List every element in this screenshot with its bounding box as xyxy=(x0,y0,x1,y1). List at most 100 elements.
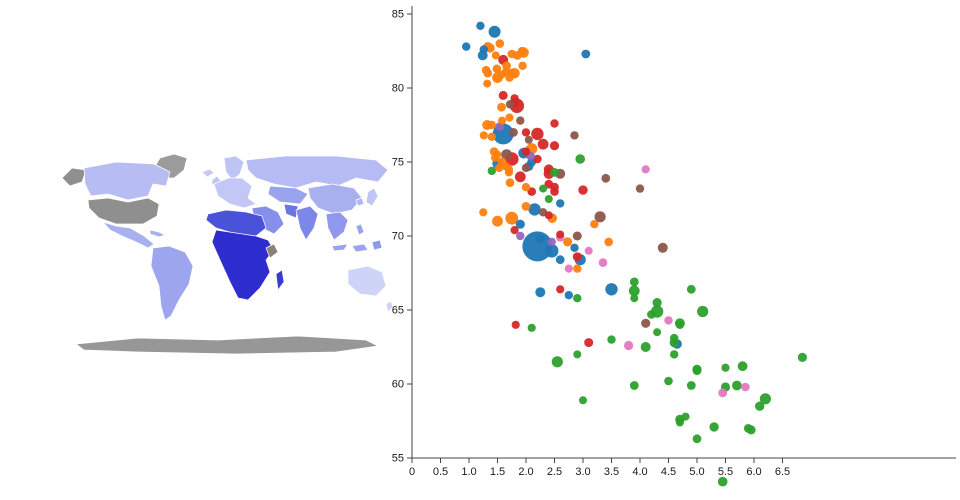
map-region-europe xyxy=(213,177,257,209)
data-point xyxy=(697,305,709,318)
data-point xyxy=(647,310,656,319)
x-tick-label: 1.0 xyxy=(461,466,476,478)
data-point xyxy=(521,163,531,173)
data-point xyxy=(505,113,514,122)
map-region-india xyxy=(295,205,319,241)
data-point xyxy=(518,61,527,70)
data-point xyxy=(590,220,599,229)
data-point xyxy=(570,243,579,252)
data-point xyxy=(759,393,771,405)
map-region-scandinavia xyxy=(223,155,245,181)
map-region-russia xyxy=(245,155,389,189)
x-tick-label: 2.5 xyxy=(547,466,562,478)
x-tick-label: 4.0 xyxy=(632,466,647,478)
x-tick-label: 3.0 xyxy=(575,466,590,478)
data-point xyxy=(533,154,542,164)
map-region-sub-saharan-africa xyxy=(211,229,275,301)
data-point xyxy=(479,131,488,140)
data-point xyxy=(572,231,582,241)
data-point xyxy=(510,226,519,235)
data-point xyxy=(692,366,702,376)
data-point xyxy=(492,64,502,74)
world-map-panel xyxy=(58,150,394,364)
x-tick-label: 0 xyxy=(409,466,415,478)
data-point xyxy=(573,264,582,273)
data-point xyxy=(670,333,679,343)
data-point xyxy=(550,187,559,196)
x-tick-label: 6.5 xyxy=(775,466,790,478)
map-region-caribbean xyxy=(149,229,166,238)
data-point xyxy=(675,320,685,329)
map-region-indonesia-east xyxy=(351,243,369,253)
y-tick-label: 80 xyxy=(392,83,404,95)
data-point xyxy=(521,147,531,156)
data-point xyxy=(505,100,515,109)
data-point xyxy=(594,211,606,223)
data-point xyxy=(531,127,544,141)
data-point xyxy=(509,127,518,137)
data-point xyxy=(556,199,565,208)
data-point xyxy=(497,70,506,79)
data-point xyxy=(601,173,611,183)
data-point xyxy=(488,25,501,38)
data-point xyxy=(718,388,728,398)
data-point xyxy=(556,230,565,239)
map-region-southeast-asia xyxy=(325,211,349,241)
data-point xyxy=(498,90,508,100)
data-point xyxy=(479,45,488,54)
data-point xyxy=(550,119,559,128)
data-point xyxy=(737,361,748,372)
data-point xyxy=(527,187,536,196)
y-tick-label: 85 xyxy=(392,9,404,21)
x-tick-label: 4.5 xyxy=(661,466,676,478)
data-point xyxy=(629,381,639,390)
data-point xyxy=(629,277,639,287)
data-point xyxy=(573,350,582,359)
map-region-indonesia-west xyxy=(331,243,349,252)
y-tick-label: 75 xyxy=(392,157,404,169)
data-point xyxy=(501,149,512,161)
map-region-north-africa xyxy=(205,209,267,237)
data-point xyxy=(717,476,728,487)
x-tick-label: 0.5 xyxy=(433,466,448,478)
data-point xyxy=(741,382,750,392)
map-region-japan xyxy=(365,187,379,207)
data-point xyxy=(497,102,506,112)
y-tick-label: 65 xyxy=(392,305,404,317)
data-point xyxy=(524,135,533,144)
data-point xyxy=(573,294,582,303)
data-point xyxy=(511,320,520,329)
data-point xyxy=(628,285,640,297)
world-map xyxy=(61,153,394,355)
map-region-pakistan xyxy=(283,203,299,219)
x-tick-label: 5.5 xyxy=(718,466,733,478)
data-point xyxy=(675,418,684,427)
data-point xyxy=(535,287,546,298)
data-point xyxy=(556,285,565,294)
data-point xyxy=(483,68,493,78)
map-region-china xyxy=(307,183,363,215)
data-point xyxy=(605,283,618,296)
data-point xyxy=(516,231,525,241)
data-point xyxy=(537,138,549,150)
y-tick-label: 60 xyxy=(392,379,404,391)
data-point xyxy=(630,294,639,303)
data-point xyxy=(653,328,662,337)
data-point xyxy=(539,184,548,193)
data-point xyxy=(578,185,588,195)
data-point xyxy=(570,131,579,140)
y-tick-label: 55 xyxy=(392,453,404,465)
map-region-australia xyxy=(347,265,387,297)
data-point xyxy=(584,338,594,348)
scatter-plot-svg: 55 60 65 70 75 80 85 0 0.5 1.0 1.5 2.0 2.5 3.0 3.5 4.0 4… xyxy=(392,6,956,487)
data-point xyxy=(743,424,753,433)
data-point xyxy=(572,252,582,262)
data-point xyxy=(521,128,531,137)
x-tick-label: 5.0 xyxy=(689,466,704,478)
data-point xyxy=(692,434,702,444)
data-point xyxy=(505,178,515,187)
data-point xyxy=(755,401,765,411)
data-point xyxy=(544,244,559,258)
map-region-new-guinea xyxy=(371,239,383,251)
data-point xyxy=(507,49,517,59)
